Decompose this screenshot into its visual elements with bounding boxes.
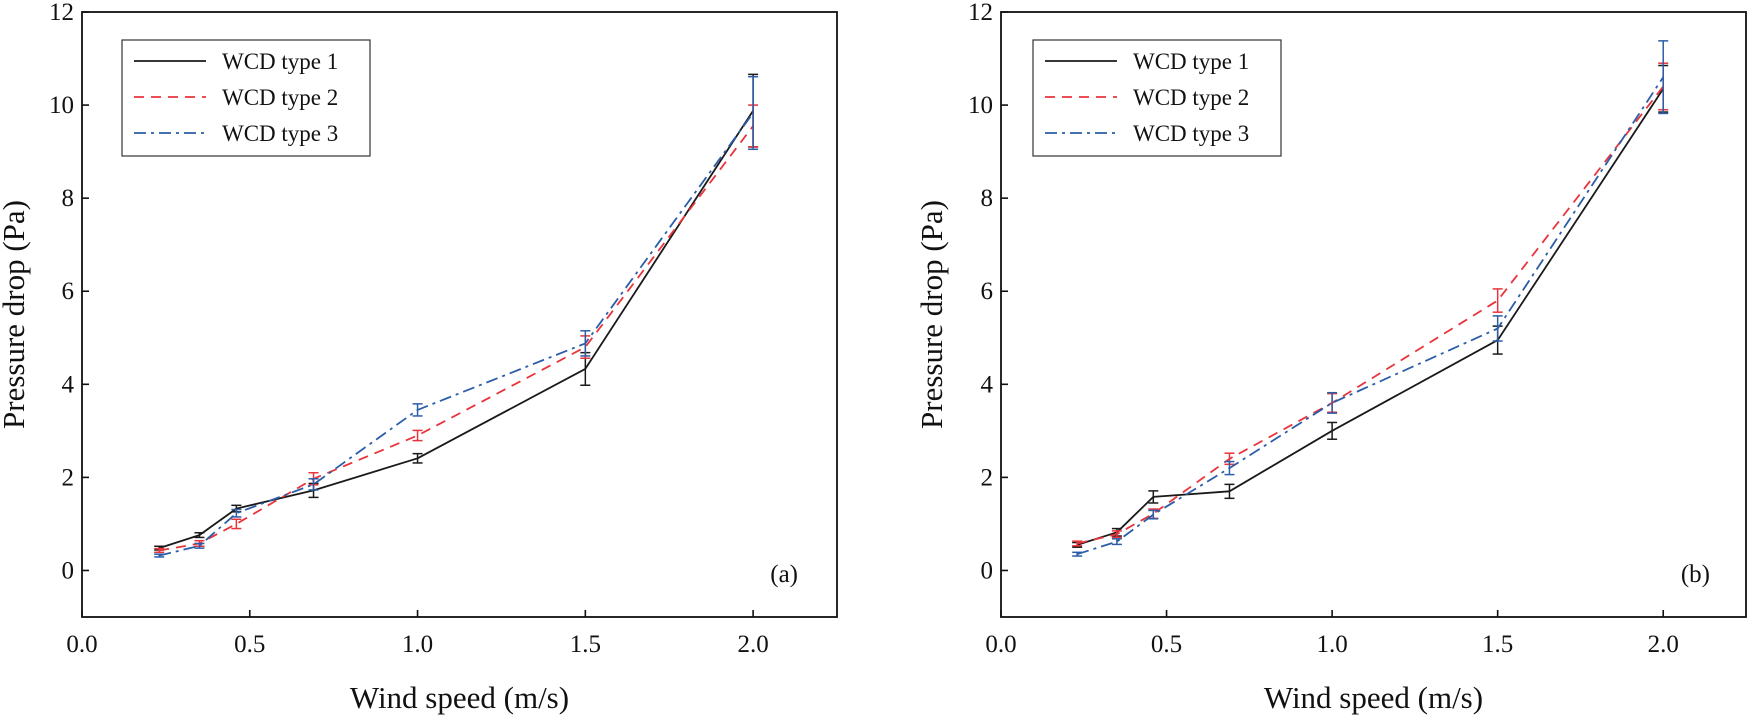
legend-label-type1-b: WCD type 1	[1133, 49, 1249, 74]
y-tick-label: 0	[981, 557, 994, 584]
error-bar-type3	[231, 508, 242, 518]
error-bar-type1	[1327, 421, 1338, 440]
y-tick-label: 2	[62, 464, 75, 491]
legend-b: WCD type 1 WCD type 2 WCD type 3	[1032, 39, 1282, 157]
x-tick-label: 0.0	[985, 631, 1016, 658]
error-bar-type1	[194, 532, 205, 539]
y-ticks-b: 0 2 4 6 8 10 12	[968, 0, 1008, 584]
x-tick-label: 0.5	[1151, 631, 1182, 658]
error-bar-type2	[1492, 288, 1503, 313]
error-bar-type2	[154, 547, 165, 554]
error-bar-type3	[1072, 551, 1083, 557]
legend-box-a	[121, 39, 371, 157]
legend-box-b	[1032, 39, 1282, 157]
panel-b: 0 2 4 6 8 10 12 0.0 0.5 1.0 1.5 2.0 Wind speed (m/…	[914, 0, 1747, 715]
error-bar-type2	[1111, 530, 1122, 539]
legend-label-type3-b: WCD type 3	[1133, 121, 1249, 146]
legend-label-type1-a: WCD type 1	[222, 49, 338, 74]
x-tick-label: 1.5	[1482, 631, 1513, 658]
y-tick-label: 8	[62, 185, 75, 212]
error-bar-type1	[412, 452, 423, 464]
y-tick-label: 2	[981, 464, 994, 491]
x-ticks-b: 0.0 0.5 1.0 1.5 2.0	[985, 610, 1679, 658]
legend-label-type2-b: WCD type 2	[1133, 85, 1249, 110]
y-ticks-a: 0 2 4 6 8 10 12	[49, 0, 89, 584]
panel-a: 0 2 4 6 8 10 12 0.0 0.5 1.0 1.5 2.0 Wind speed (m/…	[0, 0, 838, 715]
panel-tag-b: (b)	[1681, 561, 1710, 588]
error-bar-type3	[580, 330, 591, 357]
x-ticks-a: 0.0 0.5 1.0 1.5 2.0	[66, 610, 769, 658]
y-tick-label: 8	[981, 185, 994, 212]
panel-tag-a: (a)	[770, 561, 798, 588]
error-bar-type3	[154, 553, 165, 558]
error-bar-type2	[412, 429, 423, 442]
y-tick-label: 4	[62, 371, 75, 398]
error-bar-type3	[1111, 538, 1122, 546]
error-bar-type3	[308, 478, 319, 491]
error-bar-type3	[194, 542, 205, 549]
x-tick-label: 2.0	[737, 631, 768, 658]
error-bar-type1	[1224, 483, 1235, 500]
error-bar-type3	[748, 75, 759, 151]
error-bar-type3	[412, 403, 423, 417]
x-tick-label: 2.0	[1648, 631, 1679, 658]
y-axis-label-b: Pressure drop (Pa)	[914, 200, 949, 429]
series-type3	[1072, 40, 1669, 557]
error-bar-type3	[1327, 391, 1338, 414]
y-tick-label: 6	[62, 278, 75, 305]
y-tick-label: 10	[968, 92, 993, 119]
x-tick-label: 1.5	[570, 631, 601, 658]
y-axis-label-a: Pressure drop (Pa)	[0, 200, 31, 429]
y-tick-label: 12	[49, 0, 74, 26]
legend-label-type2-a: WCD type 2	[222, 85, 338, 110]
x-tick-label: 0.5	[234, 631, 265, 658]
error-bar-type3	[1658, 40, 1669, 115]
x-tick-label: 1.0	[1316, 631, 1347, 658]
series-type3	[154, 75, 759, 558]
series-layer-a	[154, 73, 759, 558]
x-axis-label-a: Wind speed (m/s)	[350, 680, 569, 715]
legend-label-type3-a: WCD type 3	[222, 121, 338, 146]
y-tick-label: 4	[981, 371, 994, 398]
error-bar-type3	[1492, 315, 1503, 342]
error-bar-type1	[1148, 490, 1159, 504]
x-axis-label-b: Wind speed (m/s)	[1264, 680, 1483, 715]
y-tick-label: 10	[49, 92, 74, 119]
x-tick-label: 1.0	[402, 631, 433, 658]
series-layer-b	[1072, 40, 1669, 557]
error-bar-type3	[1224, 460, 1235, 476]
y-tick-label: 6	[981, 278, 994, 305]
error-bar-type3	[1148, 509, 1159, 520]
x-tick-label: 0.0	[66, 631, 97, 658]
legend-a: WCD type 1 WCD type 2 WCD type 3	[121, 39, 371, 157]
y-tick-label: 12	[968, 0, 993, 26]
error-bar-type2	[231, 518, 242, 530]
error-bar-type2	[1072, 540, 1083, 547]
y-tick-label: 0	[62, 557, 75, 584]
